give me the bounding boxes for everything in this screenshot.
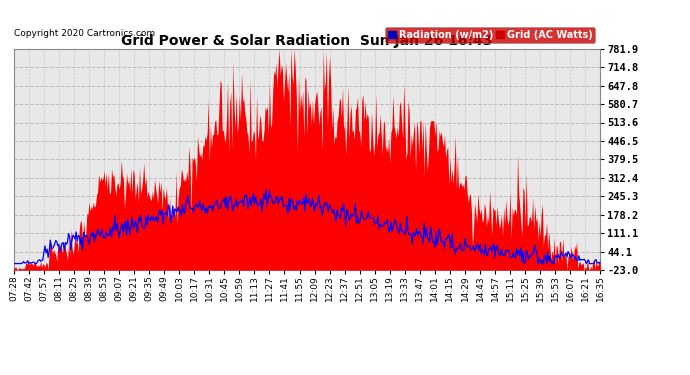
Title: Grid Power & Solar Radiation  Sun Jan 26 16:43: Grid Power & Solar Radiation Sun Jan 26 … (121, 34, 493, 48)
Legend: Radiation (w/m2), Grid (AC Watts): Radiation (w/m2), Grid (AC Watts) (385, 27, 595, 43)
Text: Copyright 2020 Cartronics.com: Copyright 2020 Cartronics.com (14, 29, 155, 38)
